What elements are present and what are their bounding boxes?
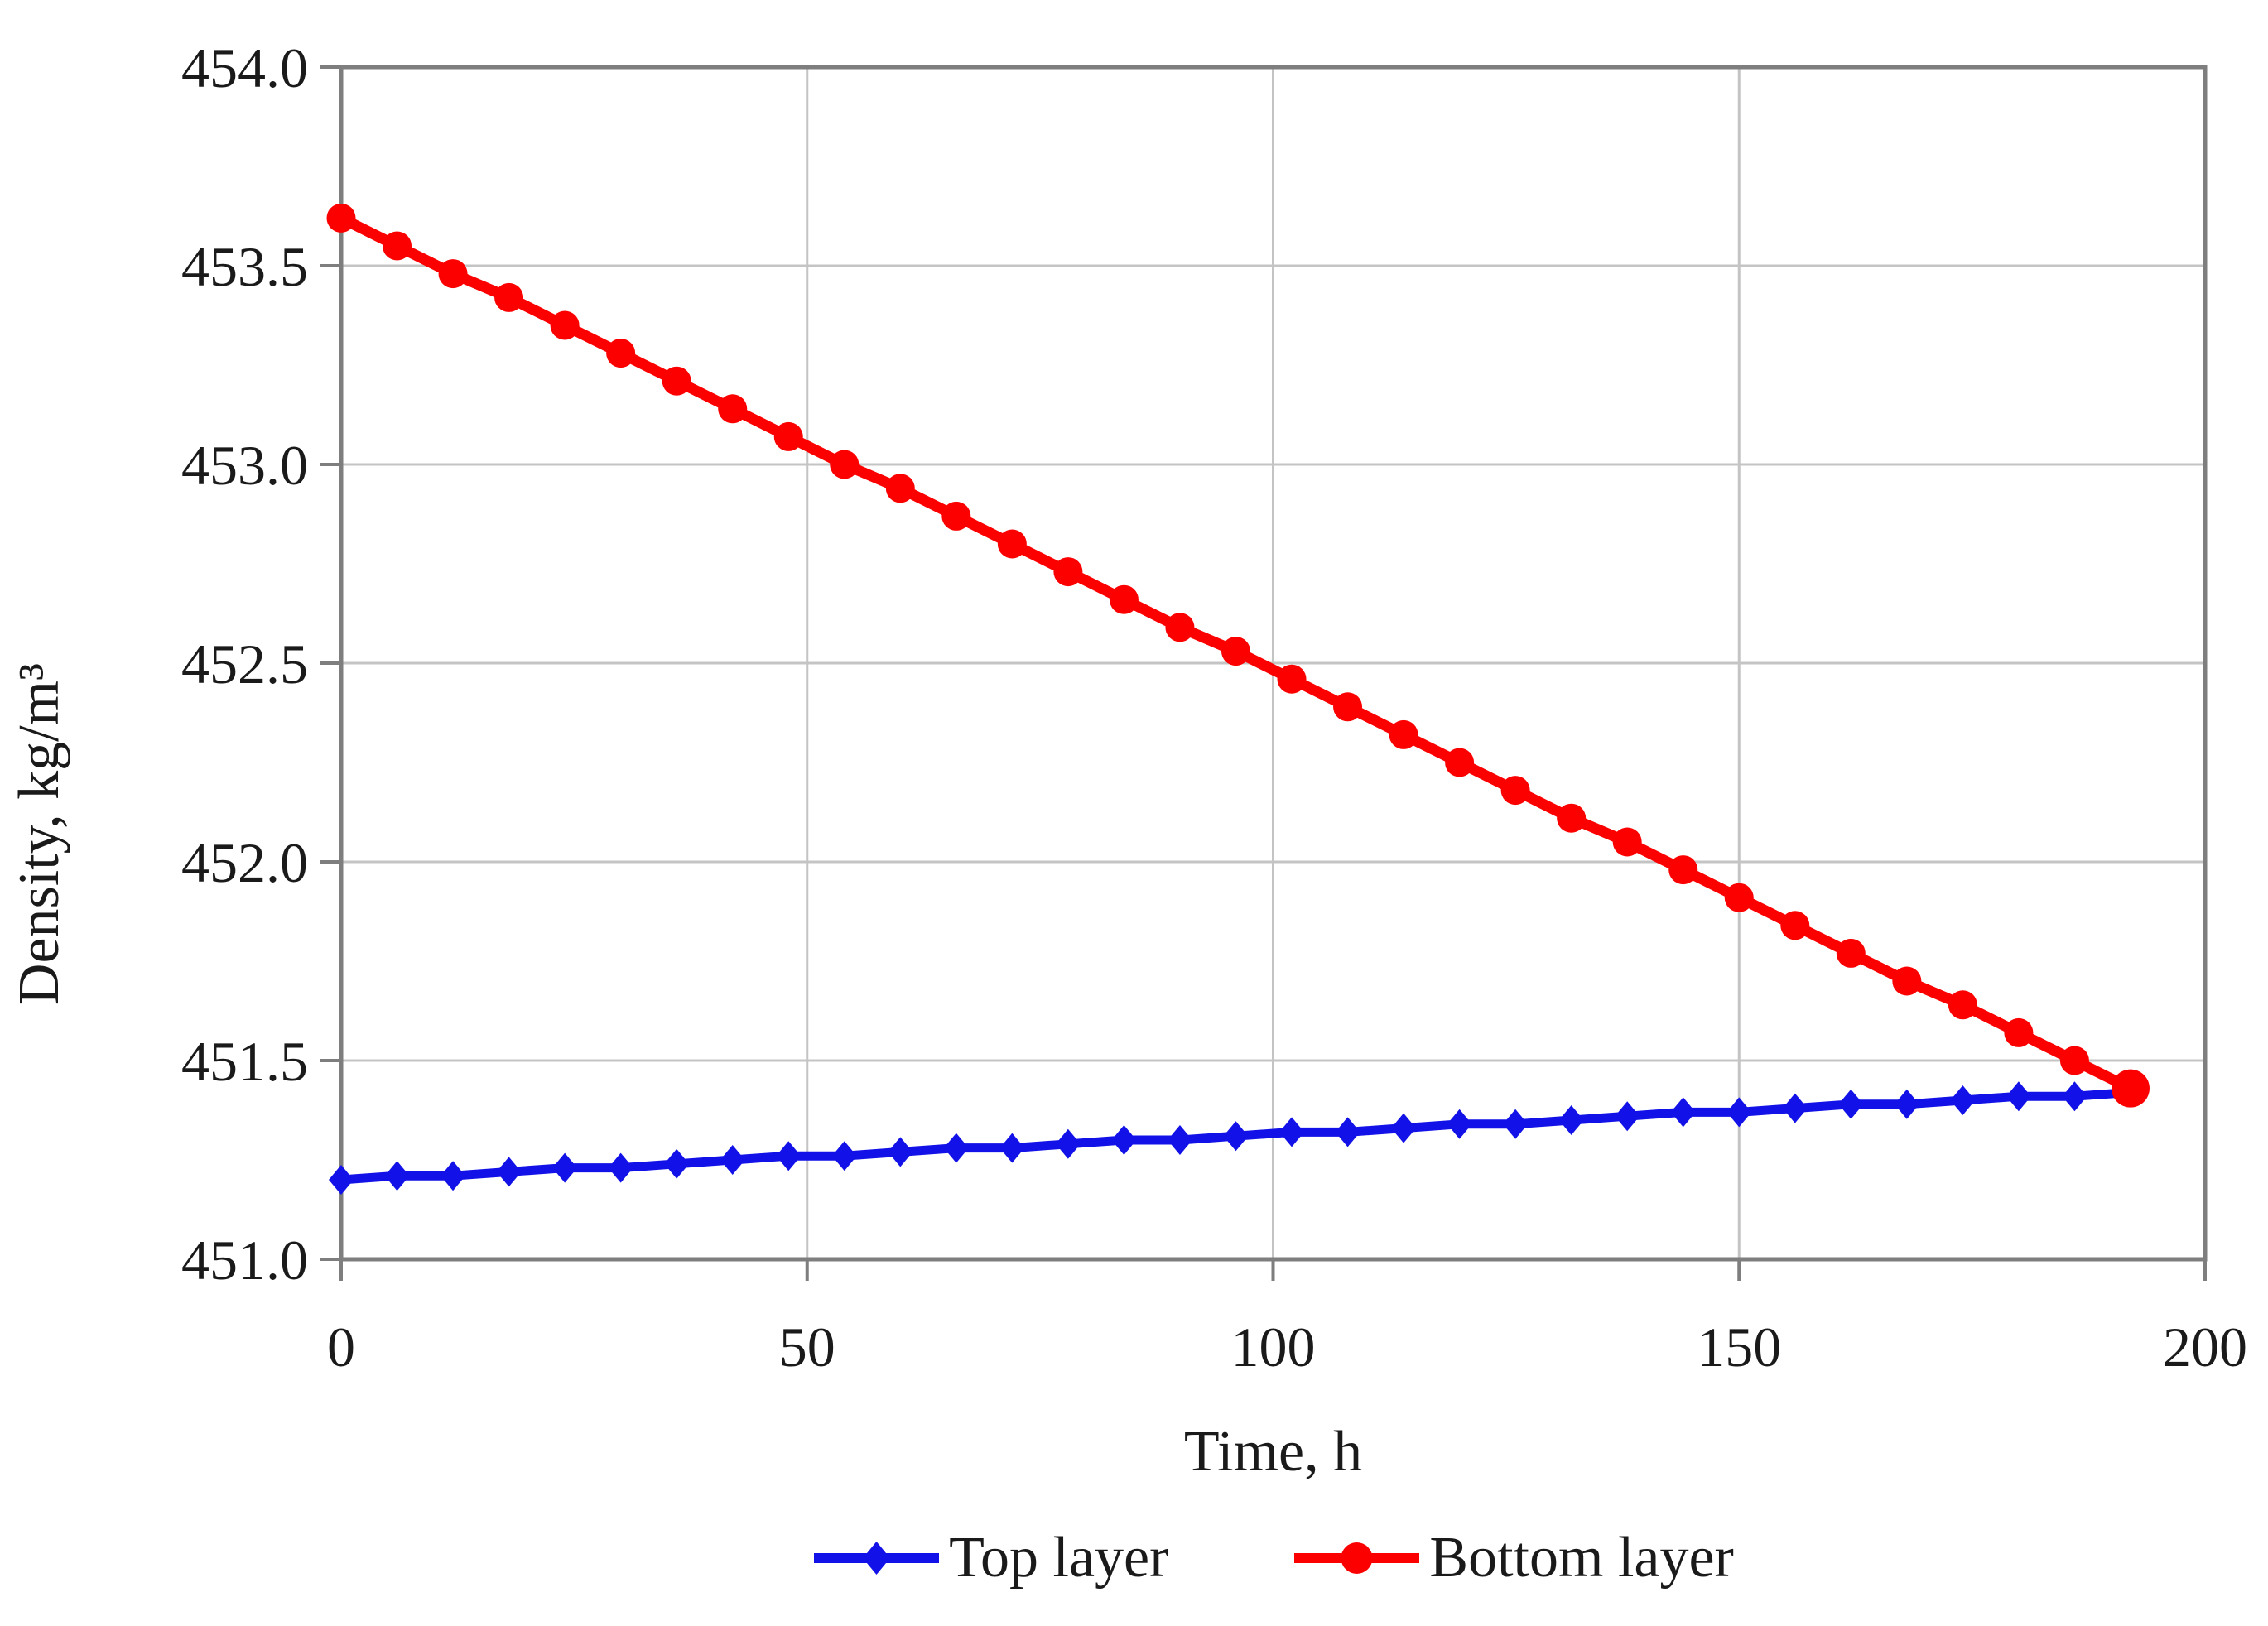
data-point-marker-circle: [550, 310, 580, 340]
data-point-marker-circle: [1500, 776, 1530, 806]
data-point-marker-diamond: [888, 1137, 913, 1167]
data-point-marker-circle: [326, 203, 356, 233]
data-point-marker-circle: [2004, 1017, 2034, 1047]
y-tick-label: 452.0: [181, 831, 308, 894]
data-point-marker-diamond: [1335, 1117, 1360, 1147]
data-point-marker-circle: [1557, 803, 1587, 833]
data-point-marker-diamond: [329, 1165, 354, 1195]
data-point-marker-diamond: [1838, 1089, 1864, 1119]
data-point-marker-circle: [494, 282, 524, 312]
data-point-marker-diamond: [608, 1152, 633, 1183]
data-point-marker-circle: [773, 421, 803, 451]
bottom-layer-line-circle-icon: [1294, 1542, 1420, 1574]
data-point-marker-diamond: [441, 1161, 466, 1191]
data-point-marker-circle: [383, 231, 412, 261]
data-point-marker-diamond: [1055, 1128, 1081, 1159]
data-point-marker-circle: [1724, 883, 1754, 912]
data-point-marker-diamond: [1223, 1121, 1249, 1152]
y-tick-label: 453.5: [181, 235, 308, 298]
data-point-marker-diamond: [1279, 1117, 1305, 1147]
x-tick-label: 100: [1231, 1316, 1316, 1378]
data-point-marker-diamond: [552, 1152, 578, 1183]
data-point-marker-diamond: [496, 1157, 522, 1187]
data-point-marker-diamond: [999, 1133, 1025, 1163]
data-point-marker-circle: [2059, 1046, 2089, 1075]
data-point-marker-circle: [1612, 827, 1642, 857]
data-point-marker-circle: [438, 259, 468, 289]
data-point-marker-circle: [1836, 938, 1866, 968]
legend-item-top-layer: Top layer: [812, 1520, 1168, 1596]
y-tick-label: 453.0: [181, 434, 308, 497]
data-point-marker-diamond: [1503, 1109, 1529, 1139]
data-point-marker-circle: [885, 474, 915, 503]
data-point-marker-circle: [606, 339, 636, 368]
y-tick-label: 454.0: [181, 36, 308, 99]
legend-item-bottom-layer: Bottom layer: [1293, 1520, 1734, 1596]
data-point-marker-circle: [1389, 719, 1418, 749]
data-point-marker-circle: [941, 501, 971, 531]
data-point-marker-circle: [1892, 966, 1922, 996]
data-point-marker-diamond: [943, 1133, 969, 1163]
data-point-marker-diamond: [2006, 1081, 2031, 1112]
data-point-marker-diamond: [831, 1141, 857, 1171]
legend-circle-marker: [1341, 1542, 1373, 1574]
x-tick-label: 150: [1697, 1316, 1781, 1378]
data-point-marker-circle: [1445, 748, 1475, 777]
data-point-marker-circle: [662, 366, 691, 396]
data-point-marker-circle: [718, 394, 748, 424]
data-point-marker-diamond: [720, 1145, 745, 1175]
data-point-marker-diamond: [1447, 1109, 1472, 1139]
x-tick-label: 50: [779, 1316, 835, 1378]
data-point-marker-diamond: [1111, 1125, 1137, 1155]
data-point-marker-diamond: [1558, 1105, 1584, 1135]
data-point-marker-diamond: [1615, 1101, 1640, 1132]
legend-label-top-layer: Top layer: [949, 1526, 1169, 1590]
data-point-marker-diamond: [1894, 1089, 1919, 1119]
data-point-marker-circle: [1277, 664, 1307, 694]
y-tick-label: 452.5: [181, 633, 308, 695]
data-point-marker-diamond: [1726, 1097, 1752, 1128]
data-point-marker-diamond: [776, 1141, 802, 1171]
legend-label-bottom-layer: Bottom layer: [1429, 1526, 1734, 1590]
data-point-marker-circle: [830, 450, 860, 479]
data-point-marker-circle: [1948, 990, 1977, 1020]
y-axis-title-text: Density, kg/m³: [7, 662, 71, 1006]
data-point-marker-diamond: [1782, 1093, 1808, 1123]
chart-legend: Top layer Bottom layer: [341, 1520, 2205, 1596]
top-layer-line-diamond-icon: [814, 1542, 940, 1575]
data-point-marker-diamond: [1670, 1097, 1696, 1128]
data-point-marker-circle: [1780, 911, 1810, 940]
data-point-marker-circle: [2111, 1069, 2150, 1108]
data-point-marker-diamond: [1167, 1125, 1192, 1155]
legend-diamond-marker: [863, 1542, 891, 1575]
x-tick-label: 200: [2163, 1316, 2247, 1378]
data-point-marker-circle: [997, 529, 1027, 559]
x-tick-label: 0: [327, 1316, 355, 1378]
y-tick-label: 451.0: [181, 1229, 308, 1292]
x-axis-title: Time, h: [1183, 1420, 1363, 1484]
data-point-marker-diamond: [2062, 1081, 2087, 1112]
data-point-marker-diamond: [664, 1148, 690, 1179]
data-point-marker-circle: [1221, 637, 1250, 666]
data-point-marker-circle: [1333, 692, 1363, 722]
data-point-marker-diamond: [1391, 1113, 1417, 1143]
data-point-marker-circle: [1109, 584, 1139, 614]
data-point-marker-circle: [1053, 557, 1083, 587]
data-point-marker-diamond: [1950, 1085, 1976, 1115]
data-point-marker-circle: [1668, 855, 1698, 885]
y-tick-label: 451.5: [181, 1030, 308, 1093]
data-point-marker-circle: [1165, 613, 1195, 642]
data-point-marker-diamond: [384, 1161, 410, 1191]
